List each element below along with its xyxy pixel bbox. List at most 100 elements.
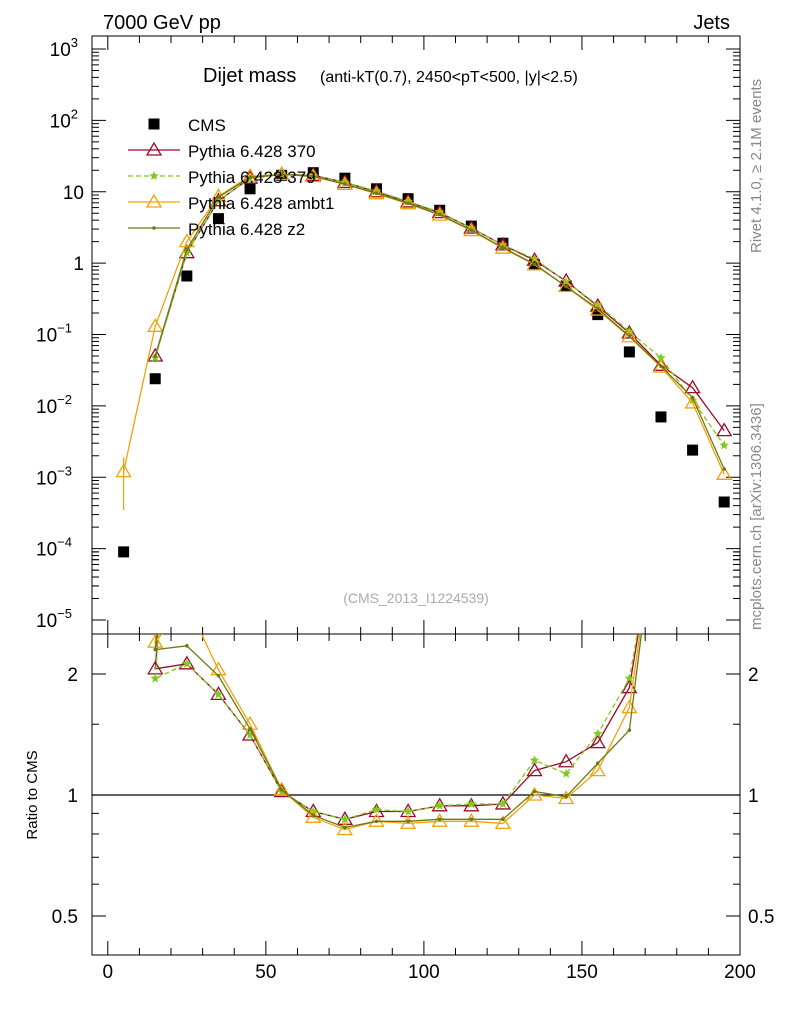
data-point-dot (185, 247, 189, 252)
data-point-star (149, 171, 159, 180)
y-tick-label: 102 (50, 106, 78, 132)
x-tick-label: 150 (566, 962, 598, 983)
data-point-star (656, 352, 666, 362)
data-point-triangle (431, 204, 448, 219)
data-point-dot (501, 245, 505, 250)
data-point-dot (216, 195, 221, 199)
rivet-label: Rivet 4.1.0, ≥ 2.1M events (748, 79, 765, 253)
data-point-star (182, 247, 192, 257)
ratio-pythia-6-428-z2 (153, 634, 643, 830)
ratio-y-tick-label-left: 2 (67, 665, 78, 686)
ratio-axis-ticks: 0 50 100 150 200 2 2 1 1 0.5 0.5 (52, 634, 774, 983)
y-tick-label: 10−1 (36, 321, 72, 347)
data-point-star (213, 195, 224, 205)
legend-entry: Pythia 6.428 ambt1 (128, 193, 334, 213)
data-point-triangle (589, 762, 606, 777)
data-point-dot (627, 334, 632, 338)
data-point-triangle (273, 781, 290, 796)
data-point-dot (437, 212, 442, 217)
ratio-y-tick-label-right: 0.5 (748, 907, 774, 928)
data-point-triangle (684, 394, 701, 409)
data-point-triangle (589, 301, 606, 316)
data-point-square (655, 411, 667, 423)
data-point-triangle (431, 813, 448, 827)
chart-title: Dijet mass (203, 65, 296, 87)
data-point-triangle (368, 813, 385, 827)
legend-entry: Pythia 6.428 379 (128, 168, 316, 187)
data-point-dot (595, 761, 600, 765)
data-point-triangle (716, 466, 733, 480)
data-point-star (150, 673, 160, 683)
data-point-triangle (558, 790, 575, 805)
data-point-dot (311, 174, 316, 179)
data-point-triangle (526, 256, 543, 271)
data-point-star (561, 768, 571, 778)
data-point-dot (469, 817, 474, 822)
y-tick-label: 10−5 (36, 606, 72, 632)
data-point-star (593, 299, 603, 309)
data-point-triangle (336, 821, 354, 836)
legend-label: Pythia 6.428 ambt1 (188, 194, 334, 213)
legend-label: Pythia 6.428 z2 (188, 220, 305, 239)
data-point-dot (659, 364, 663, 368)
energy-label: 7000 GeV pp (103, 12, 221, 34)
data-point-triangle (589, 734, 606, 749)
data-point-triangle (273, 166, 290, 181)
data-point-dot (279, 788, 284, 792)
data-point-square (687, 444, 699, 456)
data-point-triangle (684, 379, 701, 394)
ratio-ylabel: Ratio to CMS (24, 750, 41, 839)
ratio-y-tick-label-right: 1 (748, 786, 759, 807)
data-point-triangle (147, 318, 164, 333)
data-point-star (435, 800, 445, 810)
data-point-triangle (652, 358, 670, 373)
data-point-dot (469, 228, 474, 232)
data-point-star (245, 730, 255, 740)
legend-entry: Pythia 6.428 370 (128, 141, 316, 161)
data-point-star (371, 186, 382, 196)
legend-entry: Pythia 6.428 z2 (128, 220, 305, 239)
data-point-dot (311, 813, 316, 818)
ratio-y-tick-label-left: 0.5 (52, 907, 78, 928)
data-point-triangle (463, 813, 480, 827)
data-point-dot (690, 395, 695, 400)
data-point-dot (406, 819, 410, 824)
data-point-star (213, 689, 224, 699)
data-point-triangle (368, 183, 385, 198)
series-line (154, 173, 725, 470)
y-tick-label: 10−4 (36, 535, 72, 561)
data-point-triangle (558, 753, 575, 768)
data-point-dot (248, 175, 252, 179)
ratio-series-group (147, 634, 643, 836)
series-pythia-6-428-z2 (153, 172, 726, 471)
x-tick-label: 50 (255, 962, 276, 983)
data-point-star (593, 728, 603, 738)
data-point-square (244, 183, 256, 195)
data-point-star (624, 673, 635, 683)
main-series-group (115, 166, 733, 558)
data-point-dot (595, 306, 600, 311)
legend-entry: CMS (148, 116, 226, 135)
chart-subtitle: (anti-kT(0.7), 2450<pT<500, |y|<2.5) (320, 69, 578, 86)
data-point-dot (564, 794, 568, 799)
data-point-dot (406, 201, 410, 206)
data-point-dot (343, 825, 347, 830)
data-point-dot (564, 284, 568, 289)
data-point-triangle (589, 297, 606, 312)
data-point-dot (437, 817, 442, 822)
x-tick-label: 0 (103, 962, 114, 983)
data-point-triangle (147, 347, 164, 362)
data-point-dot (501, 817, 505, 822)
y-tick-label: 103 (50, 35, 78, 61)
data-point-triangle (463, 222, 480, 237)
x-tick-label: 200 (724, 962, 756, 983)
data-point-dot (532, 262, 537, 266)
ratio-pythia-6-428-ambt1 (147, 634, 641, 836)
data-point-dot (374, 191, 379, 196)
legend-label: CMS (188, 116, 226, 135)
data-point-triangle (621, 328, 638, 343)
ratio-line (154, 634, 639, 820)
data-point-star (182, 658, 192, 668)
data-point-triangle (494, 815, 512, 830)
